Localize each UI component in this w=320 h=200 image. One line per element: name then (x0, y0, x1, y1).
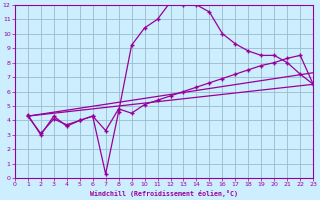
X-axis label: Windchill (Refroidissement éolien,°C): Windchill (Refroidissement éolien,°C) (90, 190, 238, 197)
